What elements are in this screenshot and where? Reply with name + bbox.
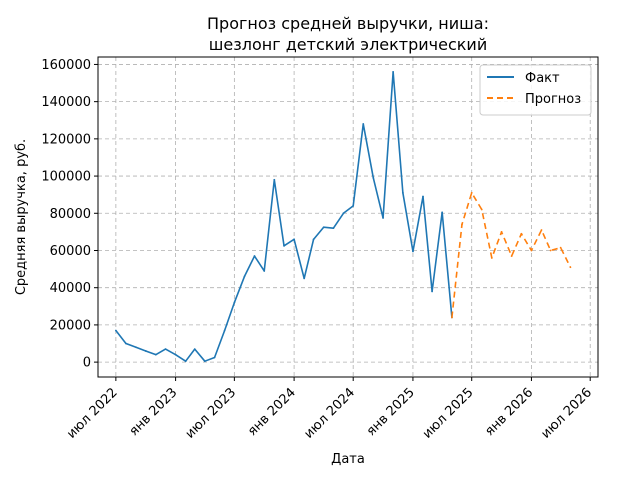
data-point bbox=[193, 348, 196, 350]
data-point bbox=[312, 238, 315, 241]
legend: Факт Прогноз bbox=[479, 64, 592, 116]
data-point bbox=[332, 227, 335, 230]
legend-label-fact: Факт bbox=[525, 71, 560, 86]
data-point bbox=[451, 316, 453, 319]
data-point bbox=[500, 230, 503, 233]
y-tick-label: 100000 bbox=[41, 170, 91, 185]
y-axis-ticks: 0 20000 40000 60000 80000 100000 120000 140000 1… bbox=[41, 58, 98, 371]
data-point bbox=[431, 290, 433, 293]
data-point bbox=[362, 123, 365, 125]
data-point bbox=[114, 329, 117, 332]
data-point bbox=[154, 353, 157, 356]
y-tick-label: 40000 bbox=[50, 281, 91, 296]
data-point bbox=[569, 266, 572, 269]
data-point bbox=[144, 350, 147, 352]
data-point bbox=[480, 208, 483, 211]
y-tick-label: 80000 bbox=[50, 207, 91, 222]
data-point bbox=[372, 177, 375, 179]
data-point bbox=[135, 346, 137, 349]
data-point bbox=[322, 226, 325, 229]
data-point bbox=[540, 229, 543, 231]
data-point bbox=[510, 255, 513, 257]
plot-frame bbox=[97, 56, 599, 378]
y-tick-label: 140000 bbox=[41, 95, 91, 110]
data-point bbox=[184, 360, 187, 363]
data-point bbox=[490, 257, 493, 259]
y-tick-label: 0 bbox=[83, 356, 91, 371]
data-point bbox=[303, 277, 306, 280]
data-point bbox=[470, 191, 473, 194]
chart-title-line-2: шезлонг детский электрический bbox=[209, 35, 487, 54]
data-point bbox=[422, 195, 424, 198]
data-point bbox=[559, 246, 562, 249]
y-axis-label: Средняя выручка, руб. bbox=[14, 139, 29, 295]
data-point bbox=[382, 217, 384, 219]
legend-label-forecast: Прогноз bbox=[525, 92, 581, 107]
data-point bbox=[273, 178, 276, 181]
data-point bbox=[203, 360, 206, 363]
chart-title-line-1: Прогноз средней выручки, ниша: bbox=[207, 14, 489, 33]
data-point bbox=[412, 250, 414, 253]
data-point bbox=[283, 244, 285, 247]
data-point bbox=[125, 342, 127, 345]
data-point bbox=[243, 275, 246, 278]
data-point bbox=[530, 249, 533, 252]
data-point bbox=[293, 238, 295, 241]
series-lines bbox=[114, 70, 572, 363]
y-tick-label: 60000 bbox=[50, 244, 91, 259]
data-point bbox=[253, 255, 256, 257]
data-point bbox=[342, 212, 345, 215]
y-tick-label: 160000 bbox=[41, 58, 91, 73]
data-point bbox=[233, 301, 236, 304]
y-tick-label: 120000 bbox=[41, 132, 91, 147]
data-point bbox=[461, 223, 463, 226]
data-point bbox=[164, 348, 167, 350]
data-point bbox=[401, 191, 404, 194]
data-point bbox=[223, 329, 226, 332]
data-point bbox=[213, 356, 216, 359]
x-axis-label: Дата bbox=[331, 452, 365, 467]
data-point bbox=[174, 353, 177, 356]
data-point bbox=[263, 270, 266, 272]
data-point bbox=[549, 249, 552, 252]
data-point bbox=[441, 211, 444, 214]
y-tick-label: 20000 bbox=[50, 318, 91, 333]
data-point bbox=[392, 70, 395, 73]
data-point bbox=[352, 204, 355, 207]
data-point bbox=[520, 232, 523, 235]
